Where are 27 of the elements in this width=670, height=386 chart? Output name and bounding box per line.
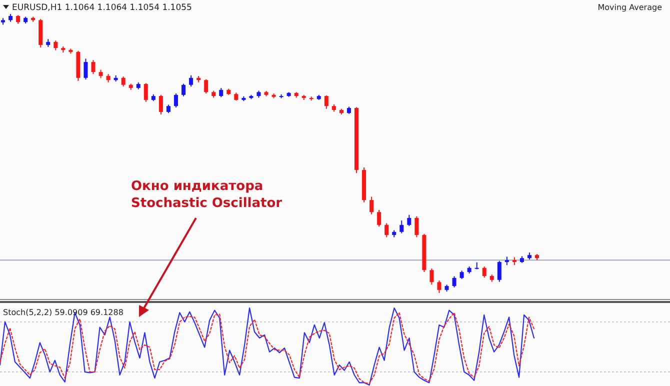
candlestick <box>497 260 502 282</box>
candlestick <box>437 280 442 294</box>
candlestick <box>91 60 96 74</box>
candlestick <box>54 40 58 51</box>
candlestick <box>384 222 389 238</box>
text: Moving Average <box>598 3 662 12</box>
candlestick <box>430 268 434 286</box>
candlestick <box>452 276 456 288</box>
candlestick <box>174 93 178 108</box>
candlestick <box>370 196 374 215</box>
candlestick <box>407 214 412 227</box>
candlestick <box>324 94 328 110</box>
candlestick <box>219 87 224 98</box>
candlestick <box>377 209 382 228</box>
chart-title: Stoch(5,2,2) 59.0909 69.1288 <box>3 308 124 317</box>
annotation: Окно индикатора Stochastic Oscillator <box>131 179 283 211</box>
candlestick <box>158 94 163 115</box>
candlestick <box>144 82 148 102</box>
candlestick <box>414 216 419 238</box>
candlestick <box>121 76 126 88</box>
candlestick <box>400 220 404 234</box>
candlestick <box>84 58 88 80</box>
candlestick <box>482 266 486 278</box>
candlestick <box>204 78 208 94</box>
chart-title: EURUSD,H1 1.1064 1.1064 1.1054 1.1055 <box>12 3 192 13</box>
candlestick <box>182 83 186 97</box>
candlestick <box>189 74 194 88</box>
